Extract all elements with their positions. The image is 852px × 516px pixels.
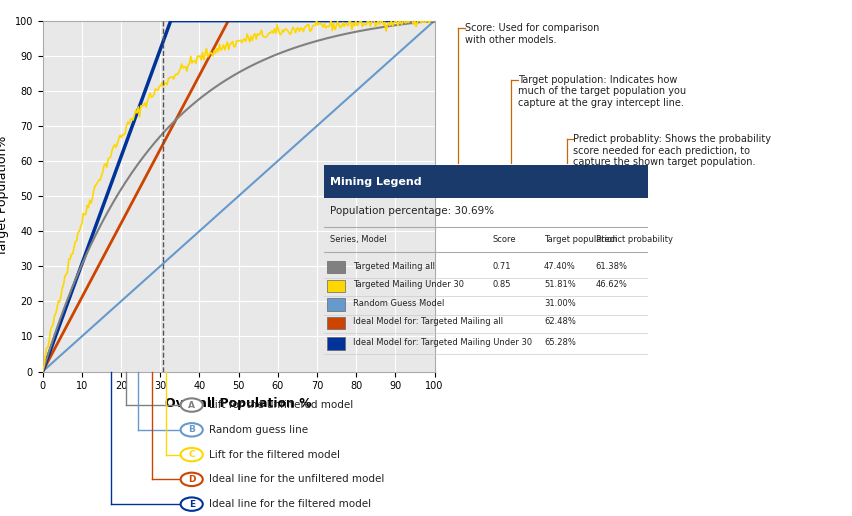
Text: Targeted Mailing Under 30: Targeted Mailing Under 30 — [353, 280, 463, 289]
Text: Random Guess Model: Random Guess Model — [353, 299, 444, 308]
Text: Lift for the filtered model: Lift for the filtered model — [209, 449, 340, 460]
Text: 31.00%: 31.00% — [544, 299, 576, 308]
Bar — [327, 261, 345, 273]
Bar — [327, 337, 345, 350]
Text: A: A — [188, 400, 195, 410]
Text: 51.81%: 51.81% — [544, 280, 576, 289]
Text: 0.85: 0.85 — [492, 280, 510, 289]
Text: Ideal line for the unfiltered model: Ideal line for the unfiltered model — [209, 474, 384, 485]
Text: 46.62%: 46.62% — [596, 280, 628, 289]
Bar — [327, 280, 345, 292]
Text: Targeted Mailing all: Targeted Mailing all — [353, 262, 435, 271]
X-axis label: Overall Population %: Overall Population % — [165, 397, 312, 410]
Text: Lift for the unfiltered model: Lift for the unfiltered model — [209, 400, 353, 410]
Text: Population percentage: 30.69%: Population percentage: 30.69% — [331, 205, 494, 216]
Y-axis label: Target Population%: Target Population% — [0, 136, 9, 256]
Text: Target population: Target population — [544, 235, 618, 244]
Text: Mining Legend: Mining Legend — [331, 176, 422, 187]
Text: 65.28%: 65.28% — [544, 338, 576, 347]
Text: D: D — [188, 475, 195, 484]
Text: 47.40%: 47.40% — [544, 262, 576, 271]
Text: Score: Used for comparison
with other models.: Score: Used for comparison with other mo… — [465, 23, 600, 45]
Text: Random guess line: Random guess line — [209, 425, 308, 435]
Text: Ideal Model for: Targeted Mailing Under 30: Ideal Model for: Targeted Mailing Under … — [353, 338, 532, 347]
Text: Score: Score — [492, 235, 515, 244]
Text: B: B — [188, 425, 195, 434]
Text: E: E — [188, 499, 195, 509]
Text: 0.71: 0.71 — [492, 262, 510, 271]
Text: Predict probability: Predict probability — [596, 235, 673, 244]
Bar — [324, 165, 648, 198]
Text: 62.48%: 62.48% — [544, 317, 576, 327]
Bar — [327, 298, 345, 311]
Text: Ideal line for the filtered model: Ideal line for the filtered model — [209, 499, 371, 509]
Text: C: C — [188, 450, 195, 459]
Text: Ideal Model for: Targeted Mailing all: Ideal Model for: Targeted Mailing all — [353, 317, 503, 327]
Text: Predict probablity: Shows the probability
score needed for each prediction, to
c: Predict probablity: Shows the probabilit… — [573, 134, 771, 167]
Text: 61.38%: 61.38% — [596, 262, 628, 271]
Text: Target population: Indicates how
much of the target population you
capture at th: Target population: Indicates how much of… — [518, 75, 686, 108]
Bar — [327, 317, 345, 329]
Text: Series, Model: Series, Model — [331, 235, 387, 244]
